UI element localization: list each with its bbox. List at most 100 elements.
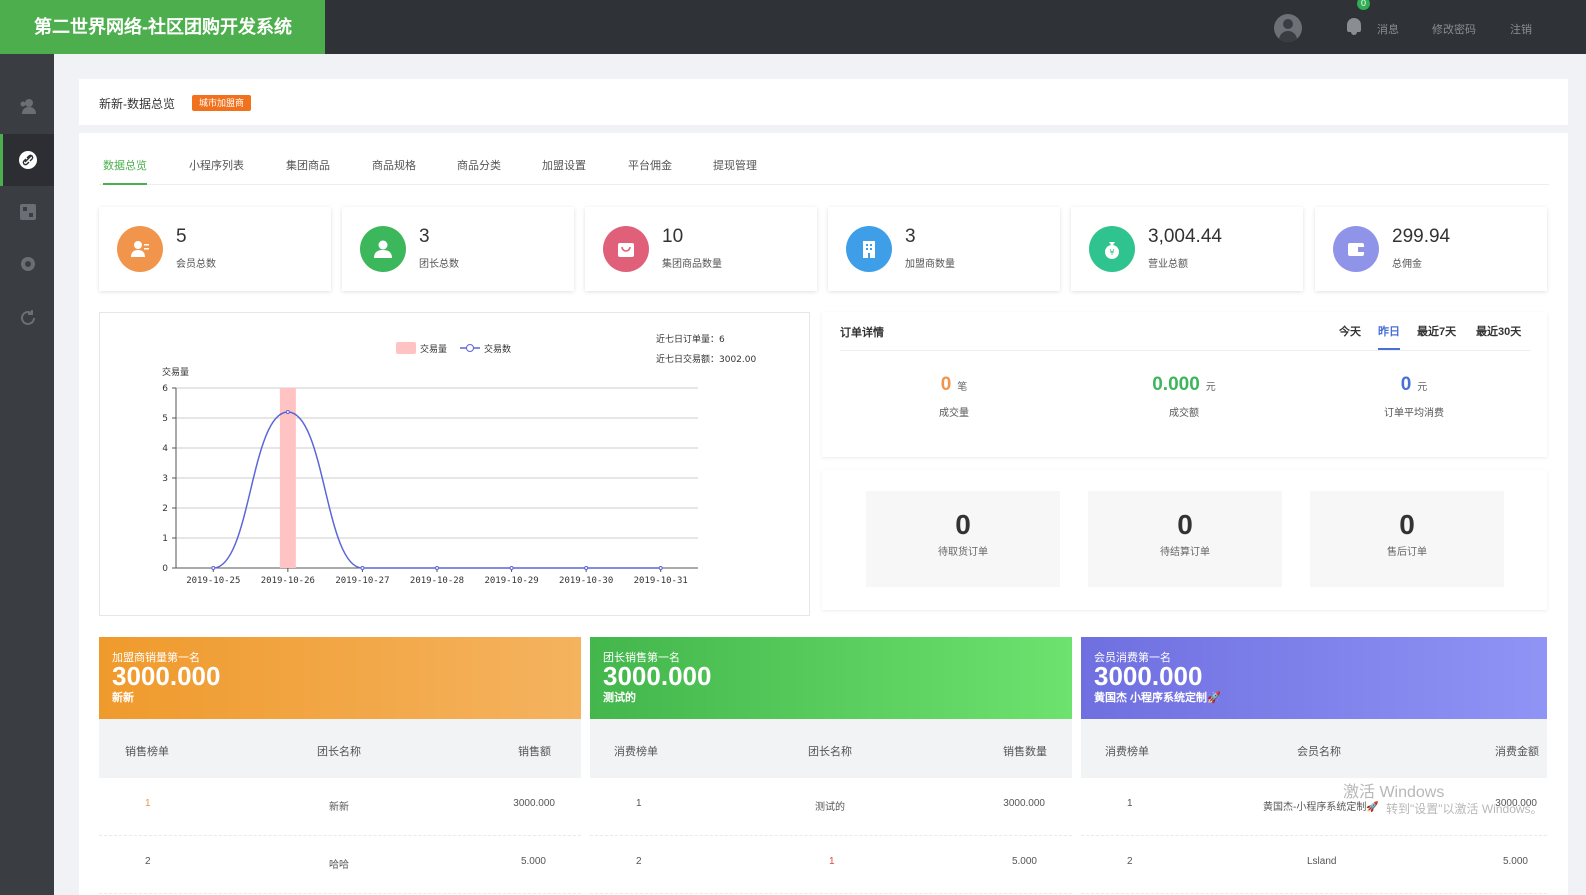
tab-withdrawal[interactable]: 提现管理 [713, 160, 757, 172]
member-spending-board: 会员消费第一名 3000.000 黄国杰 小程序系统定制🚀 消费榜单 会员名称 … [1081, 637, 1547, 895]
x-tick-label: 2019-10-26 [261, 576, 315, 586]
name-cell: 哈哈 [329, 860, 349, 871]
table-row: 2 1 5.000 [590, 836, 1072, 894]
order-tab-today[interactable]: 今天 [1339, 326, 1361, 338]
x-tick-label: 2019-10-30 [559, 576, 613, 586]
legend-swatch-bar [396, 342, 416, 354]
pending-value: 0 [955, 509, 971, 540]
metric-order-amount: 0.000 元 成交额 [1084, 374, 1284, 419]
after-sales-box[interactable]: 0 售后订单 [1310, 491, 1504, 587]
tab-product-categories[interactable]: 商品分类 [457, 160, 501, 172]
board-hero: 会员消费第一名 3000.000 黄国杰 小程序系统定制🚀 [1081, 637, 1547, 719]
y-tick-label: 5 [162, 414, 168, 424]
rank-cell: 2 [145, 856, 151, 867]
column-header: 消费榜单 [614, 746, 658, 758]
order-tab-30days[interactable]: 最近30天 [1476, 326, 1522, 338]
svg-text:¥: ¥ [1109, 248, 1114, 257]
table-row: 1 测试的 3000.000 [590, 778, 1072, 836]
windows-activation-hint: 转到"设置"以激活 Windows。 [1386, 802, 1543, 816]
logout-link[interactable]: 注销 [1510, 24, 1532, 36]
tab-platform-commission[interactable]: 平台佣金 [628, 160, 672, 172]
board-top-name: 测试的 [603, 692, 636, 704]
change-password-link[interactable]: 修改密码 [1432, 24, 1476, 36]
series-point [584, 566, 589, 570]
tab-miniprogram-list[interactable]: 小程序列表 [189, 160, 244, 172]
column-header: 会员名称 [1297, 746, 1341, 758]
sidebar-item-settings[interactable] [0, 238, 54, 290]
sidebar-item-grid[interactable] [0, 186, 54, 238]
column-header: 销售数量 [1003, 746, 1047, 758]
page-header: 新新-数据总览 城市加盟商 [79, 79, 1568, 125]
board-hero: 加盟商销量第一名 3000.000 新新 [99, 637, 581, 719]
pending-pickup-box[interactable]: 0 待取货订单 [866, 491, 1060, 587]
stat-card-franchisees: 3 加盟商数量 [828, 207, 1060, 291]
user-avatar[interactable] [1274, 14, 1302, 42]
sidebar-item-link[interactable] [0, 134, 54, 186]
metric-label: 成交额 [1169, 408, 1199, 419]
tab-bar: 数据总览 小程序列表 集团商品 商品规格 商品分类 加盟设置 平台佣金 提现管理 [99, 133, 1549, 185]
rank-cell: 1 [145, 798, 151, 809]
y-tick-label: 4 [162, 444, 168, 454]
stat-card-products: 10 集团商品数量 [585, 207, 817, 291]
sidebar-item-refresh[interactable] [0, 292, 54, 344]
tab-product-specs[interactable]: 商品规格 [372, 160, 416, 172]
stat-value: 3,004.44 [1148, 226, 1222, 247]
order-tab-yesterday[interactable]: 昨日 [1378, 323, 1400, 350]
shopping-bag-icon [603, 226, 649, 272]
leader-icon [360, 226, 406, 272]
building-icon [846, 226, 892, 272]
bell-icon[interactable] [1346, 18, 1362, 36]
stat-value: 299.94 [1392, 226, 1451, 247]
amount-cell: 3000.000 [513, 798, 555, 809]
pending-settlement-box[interactable]: 0 待结算订单 [1088, 491, 1282, 587]
board-title: 会员消费第一名 [1094, 652, 1171, 664]
member-icon [117, 226, 163, 272]
tab-overview[interactable]: 数据总览 [103, 157, 147, 185]
app-title: 第二世界网络-社区团购开发系统 [0, 0, 325, 54]
series-point [509, 566, 514, 570]
transactions-chart-panel: 0 1 2 3 4 5 6 交易量 2019-10-25 2019-10-26 2019-10-27… [99, 312, 810, 616]
x-tick-label: 2019-10-25 [186, 576, 240, 586]
table-row: 1 新新 3000.000 [99, 778, 581, 836]
x-tick-label: 2019-10-29 [484, 576, 538, 586]
board-amount: 3000.000 [112, 661, 221, 691]
stat-card-revenue: ¥ 3,004.44 营业总额 [1071, 207, 1303, 291]
board-hero: 团长销售第一名 3000.000 测试的 [590, 637, 1072, 719]
tab-group-products[interactable]: 集团商品 [286, 160, 330, 172]
legend-label: 交易数 [484, 343, 511, 355]
board-table-header: 消费榜单 团长名称 销售数量 [590, 719, 1072, 778]
stat-label: 团长总数 [419, 259, 459, 270]
stat-value: 3 [419, 226, 430, 247]
top-bar: 第二世界网络-社区团购开发系统 0 消息 修改密码 注销 [0, 0, 1586, 54]
messages-link[interactable]: 消息 [1377, 24, 1399, 36]
windows-activation-watermark: 激活 Windows [1343, 784, 1445, 801]
sidebar-item-users[interactable] [0, 80, 54, 132]
sidebar [0, 54, 54, 895]
order-tab-7days[interactable]: 最近7天 [1417, 326, 1457, 338]
order-detail-title: 订单详情 [840, 327, 884, 339]
board-title: 加盟商销量第一名 [112, 652, 200, 664]
role-tag: 城市加盟商 [192, 95, 252, 111]
link-icon [19, 151, 37, 169]
board-amount: 3000.000 [1094, 661, 1203, 691]
rank-cell: 2 [636, 856, 642, 867]
stat-value: 5 [176, 226, 187, 247]
refresh-icon [21, 310, 35, 325]
y-tick-label: 3 [162, 474, 168, 484]
rank-cell: 1 [636, 798, 642, 809]
rank-cell: 2 [1127, 856, 1133, 867]
wallet-icon [1333, 226, 1379, 272]
column-header: 团长名称 [317, 746, 361, 758]
legend-swatch-point [466, 344, 474, 352]
amount-cell: 5.000 [520, 856, 546, 867]
metric-value: 0 [940, 374, 952, 395]
metric-label: 成交量 [939, 408, 969, 419]
column-header: 消费榜单 [1105, 746, 1149, 758]
tab-franchise-settings[interactable]: 加盟设置 [542, 160, 586, 172]
amount-cell: 5.000 [1011, 856, 1037, 867]
series-point [360, 566, 365, 570]
metric-value: 0.000 [1152, 374, 1200, 395]
series-point [285, 410, 290, 414]
table-row: 2 Lsland 5.000 [1081, 836, 1547, 894]
